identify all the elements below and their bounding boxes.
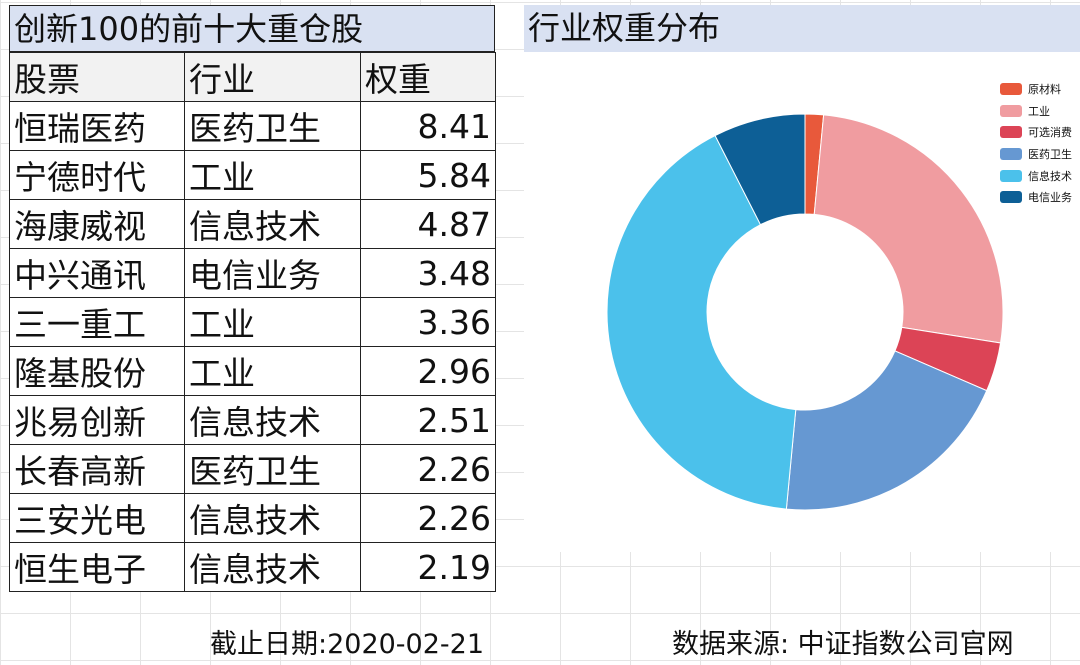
legend-label: 可选消费 <box>1028 126 1072 140</box>
table-row: 恒生电子 信息技术 2.19 <box>9 542 496 592</box>
stock-weight: 8.41 <box>360 101 496 151</box>
legend-swatch <box>1000 104 1022 117</box>
legend-label: 信息技术 <box>1028 169 1072 183</box>
stock-industry: 电信业务 <box>184 248 361 298</box>
stock-name: 长春高新 <box>9 444 185 494</box>
legend-item: 医药卫生 <box>1000 143 1072 165</box>
legend-item: 电信业务 <box>1000 186 1072 208</box>
stock-industry: 信息技术 <box>184 395 361 445</box>
stock-weight: 2.26 <box>360 493 496 543</box>
legend-item: 工业 <box>1000 100 1072 122</box>
legend-swatch <box>1000 147 1022 160</box>
legend-item: 信息技术 <box>1000 165 1072 187</box>
stock-name: 三一重工 <box>9 297 185 347</box>
table-row: 隆基股份 工业 2.96 <box>9 346 496 396</box>
chart-title: 行业权重分布 <box>524 5 1080 52</box>
stock-industry: 医药卫生 <box>184 101 361 151</box>
holdings-table: 股票 行业 权重 恒瑞医药 医药卫生 8.41 宁德时代 工业 5.84 海康威… <box>9 52 496 592</box>
stock-name: 恒生电子 <box>9 542 185 592</box>
stock-weight: 2.19 <box>360 542 496 592</box>
legend-label: 原材料 <box>1028 82 1061 96</box>
stock-industry: 工业 <box>184 297 361 347</box>
stock-name: 三安光电 <box>9 493 185 543</box>
donut-slice-4 <box>785 350 988 511</box>
stock-name: 兆易创新 <box>9 395 185 445</box>
legend-label: 工业 <box>1028 104 1050 118</box>
table-row: 海康威视 信息技术 4.87 <box>9 199 496 249</box>
legend-label: 医药卫生 <box>1028 147 1072 161</box>
stock-weight: 3.48 <box>360 248 496 298</box>
header-industry: 行业 <box>184 52 361 102</box>
table-row: 三安光电 信息技术 2.26 <box>9 493 496 543</box>
legend-swatch <box>1000 82 1022 95</box>
donut-slice-5 <box>606 134 797 510</box>
stock-weight: 5.84 <box>360 150 496 200</box>
stock-weight: 4.87 <box>360 199 496 249</box>
stock-name: 中兴通讯 <box>9 248 185 298</box>
stock-name: 宁德时代 <box>9 150 185 200</box>
stock-industry: 信息技术 <box>184 199 361 249</box>
stock-name: 隆基股份 <box>9 346 185 396</box>
stock-industry: 信息技术 <box>184 493 361 543</box>
stock-name: 海康威视 <box>9 199 185 249</box>
stock-industry: 信息技术 <box>184 542 361 592</box>
table-row: 三一重工 工业 3.36 <box>9 297 496 347</box>
table-row: 长春高新 医药卫生 2.26 <box>9 444 496 494</box>
legend-label: 电信业务 <box>1028 191 1072 205</box>
table-row: 中兴通讯 电信业务 3.48 <box>9 248 496 298</box>
legend-item: 原材料 <box>1000 78 1072 100</box>
table-row: 兆易创新 信息技术 2.51 <box>9 395 496 445</box>
legend-swatch <box>1000 126 1022 139</box>
footer-date: 截止日期:2020-02-21 <box>210 629 485 660</box>
table-title: 创新100的前十大重仓股 <box>9 5 495 52</box>
footer-source: 数据来源: 中证指数公司官网 <box>672 629 1014 660</box>
legend-swatch <box>1000 169 1022 182</box>
stock-weight: 2.51 <box>360 395 496 445</box>
table-row: 恒瑞医药 医药卫生 8.41 <box>9 101 496 151</box>
chart-legend: 原材料工业可选消费医药卫生信息技术电信业务 <box>1000 78 1072 208</box>
stock-industry: 医药卫生 <box>184 444 361 494</box>
donut-slice-2 <box>813 114 1004 344</box>
stock-weight: 2.96 <box>360 346 496 396</box>
header-stock: 股票 <box>9 52 185 102</box>
stock-weight: 2.26 <box>360 444 496 494</box>
legend-item: 可选消费 <box>1000 121 1072 143</box>
legend-swatch <box>1000 191 1022 204</box>
table-header-row: 股票 行业 权重 <box>9 52 496 102</box>
stock-industry: 工业 <box>184 346 361 396</box>
donut-slice-6 <box>714 113 806 226</box>
